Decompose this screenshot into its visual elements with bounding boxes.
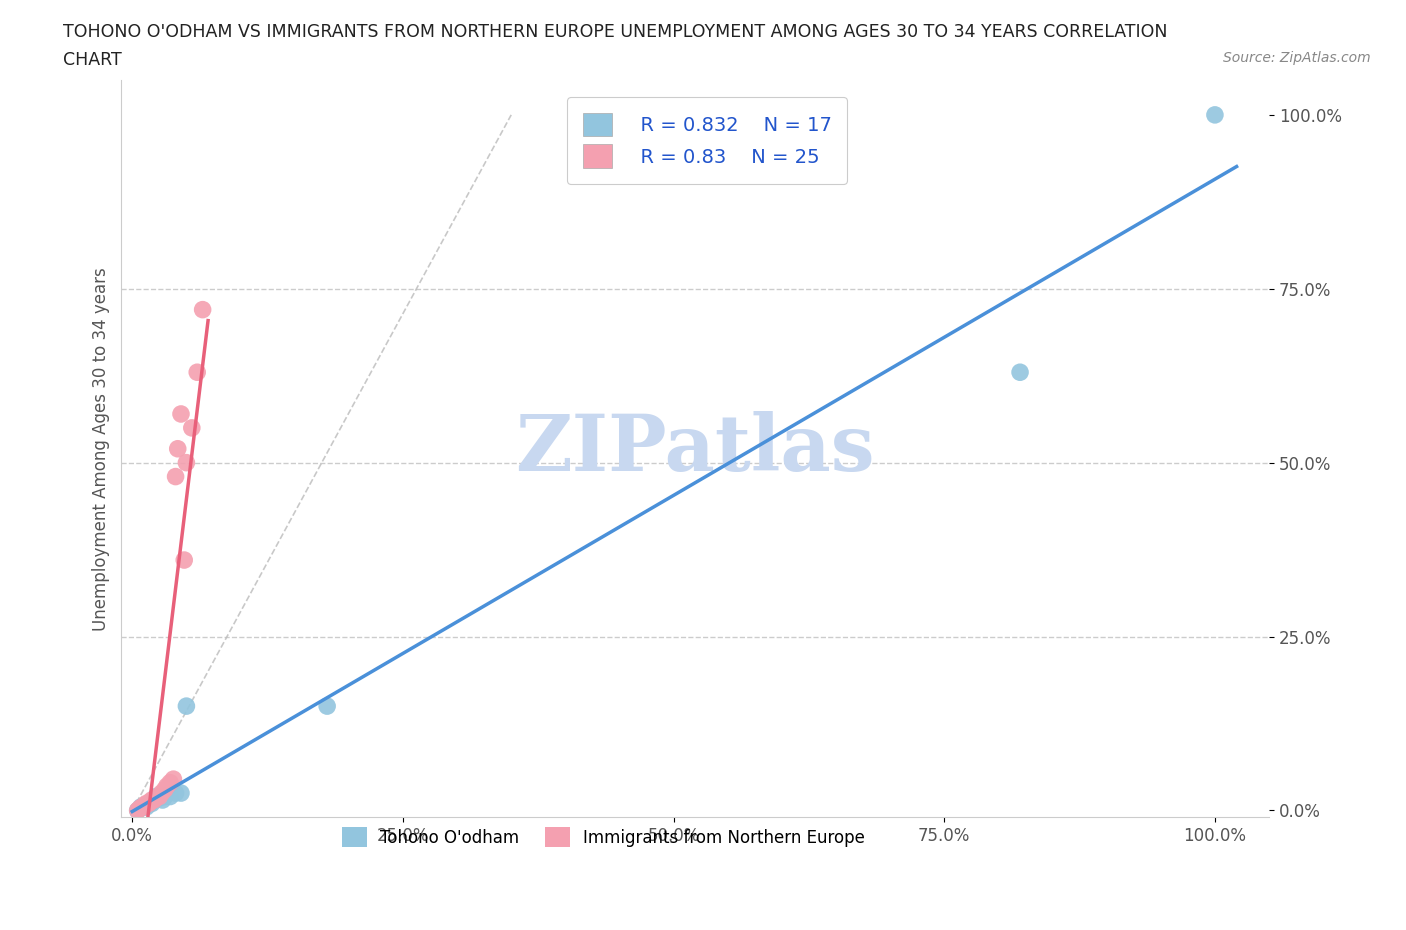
Point	[176, 455, 198, 470]
Point	[148, 790, 170, 805]
Y-axis label: Unemployment Among Ages 30 to 34 years: Unemployment Among Ages 30 to 34 years	[93, 267, 110, 631]
Point	[159, 789, 181, 804]
Text: Source: ZipAtlas.com: Source: ZipAtlas.com	[1223, 51, 1371, 65]
Text: TOHONO O'ODHAM VS IMMIGRANTS FROM NORTHERN EUROPE UNEMPLOYMENT AMONG AGES 30 TO : TOHONO O'ODHAM VS IMMIGRANTS FROM NORTHE…	[63, 23, 1168, 41]
Point	[191, 302, 214, 317]
Point	[128, 801, 150, 816]
Point	[138, 796, 160, 811]
Point	[162, 772, 184, 787]
Point	[138, 796, 160, 811]
Point	[1010, 365, 1032, 379]
Point	[132, 800, 155, 815]
Point	[176, 698, 198, 713]
Point	[156, 778, 179, 793]
Point	[170, 406, 193, 421]
Point	[316, 698, 339, 713]
Point	[145, 790, 167, 805]
Point	[134, 797, 156, 812]
Point	[152, 792, 174, 807]
Point	[180, 420, 202, 435]
Point	[141, 792, 163, 807]
Point	[148, 789, 170, 804]
Point	[165, 786, 187, 801]
Point	[141, 796, 163, 811]
Point	[1204, 108, 1226, 123]
Point	[142, 792, 165, 807]
Point	[138, 794, 160, 809]
Point	[127, 803, 149, 817]
Point	[145, 789, 167, 804]
Point	[135, 796, 157, 811]
Legend: Tohono O'odham, Immigrants from Northern Europe: Tohono O'odham, Immigrants from Northern…	[329, 814, 879, 860]
Point	[165, 469, 187, 484]
Point	[166, 442, 188, 457]
Point	[186, 365, 208, 379]
Point	[129, 800, 152, 815]
Point	[170, 786, 193, 801]
Point	[142, 792, 165, 807]
Point	[131, 800, 153, 815]
Point	[173, 552, 195, 567]
Text: ZIPatlas: ZIPatlas	[516, 411, 875, 486]
Text: CHART: CHART	[63, 51, 122, 69]
Point	[159, 776, 181, 790]
Point	[127, 803, 149, 817]
Point	[132, 800, 155, 815]
Point	[150, 786, 173, 801]
Point	[153, 782, 176, 797]
Point	[153, 789, 176, 804]
Point	[135, 800, 157, 815]
